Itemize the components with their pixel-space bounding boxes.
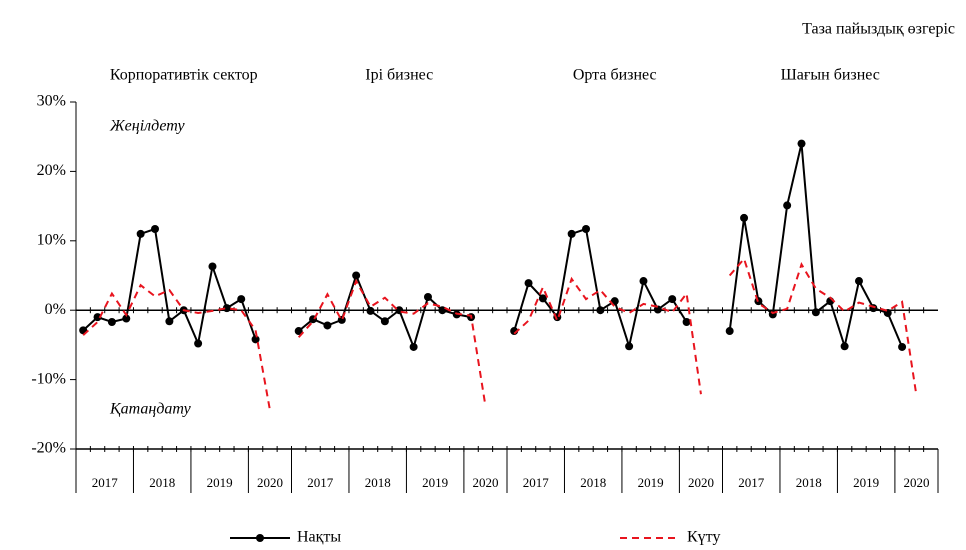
point bbox=[409, 342, 418, 351]
point bbox=[380, 317, 389, 326]
series-line bbox=[82, 227, 257, 347]
legend-label: Нақты bbox=[297, 529, 341, 546]
panel-title: Орта бизнес bbox=[573, 67, 657, 84]
x-tick-label: 2017 bbox=[92, 475, 119, 490]
point bbox=[208, 262, 217, 271]
x-tick-label: 2018 bbox=[149, 475, 175, 490]
x-tick-label: 2017 bbox=[523, 475, 550, 490]
legend-marker bbox=[256, 534, 264, 542]
series-line bbox=[728, 256, 918, 396]
point bbox=[783, 201, 792, 210]
point bbox=[136, 229, 145, 238]
x-tick-label: 2019 bbox=[207, 475, 233, 490]
x-tick-label: 2019 bbox=[638, 475, 664, 490]
x-tick-label: 2017 bbox=[307, 475, 334, 490]
x-tick-label: 2020 bbox=[903, 475, 929, 490]
series-line bbox=[513, 276, 702, 395]
point bbox=[840, 342, 849, 351]
x-tick-label: 2018 bbox=[580, 475, 606, 490]
series-line bbox=[513, 227, 688, 351]
point bbox=[898, 342, 907, 351]
x-tick-label: 2018 bbox=[365, 475, 391, 490]
point bbox=[625, 342, 634, 351]
point bbox=[294, 327, 303, 336]
point bbox=[122, 314, 131, 323]
series-line bbox=[297, 278, 487, 407]
x-tick-label: 2020 bbox=[257, 475, 283, 490]
x-tick-label: 2018 bbox=[796, 475, 822, 490]
chart-title: Таза пайыздық өзгеріс bbox=[802, 21, 955, 38]
series-line bbox=[82, 283, 271, 411]
x-tick-label: 2017 bbox=[738, 475, 765, 490]
point bbox=[567, 229, 576, 238]
point bbox=[237, 295, 246, 304]
y-tick-label: -20% bbox=[31, 440, 66, 457]
point bbox=[323, 321, 332, 330]
point bbox=[582, 225, 591, 234]
panel-title: Шағын бизнес bbox=[781, 67, 880, 84]
point bbox=[366, 306, 375, 315]
point bbox=[797, 139, 806, 148]
y-tick-label: 20% bbox=[37, 162, 66, 179]
y-tick-label: 0% bbox=[45, 301, 66, 318]
point bbox=[352, 271, 361, 280]
x-tick-label: 2019 bbox=[853, 475, 879, 490]
panel-title: Корпоративтік сектор bbox=[110, 67, 258, 84]
point bbox=[725, 327, 734, 336]
point bbox=[524, 279, 533, 288]
series-line bbox=[728, 143, 904, 351]
point bbox=[222, 304, 231, 313]
x-tick-label: 2020 bbox=[688, 475, 714, 490]
annotation: Жеңілдету bbox=[109, 118, 185, 135]
y-tick-label: 10% bbox=[37, 231, 66, 248]
point bbox=[251, 335, 260, 344]
point bbox=[682, 317, 691, 326]
legend-label: Күту bbox=[687, 529, 720, 546]
point bbox=[423, 293, 432, 302]
annotation: Қатаңдату bbox=[109, 401, 192, 418]
y-tick-label: 30% bbox=[37, 93, 66, 110]
point bbox=[194, 339, 203, 348]
point bbox=[668, 295, 677, 304]
point bbox=[93, 313, 102, 322]
panel-title: Ірі бизнес bbox=[365, 67, 433, 84]
point bbox=[596, 306, 605, 315]
x-tick-label: 2020 bbox=[472, 475, 498, 490]
point bbox=[165, 317, 174, 326]
point bbox=[854, 277, 863, 286]
point bbox=[538, 294, 547, 303]
y-tick-label: -10% bbox=[31, 370, 66, 387]
point bbox=[740, 213, 749, 222]
point bbox=[639, 277, 648, 286]
point bbox=[151, 225, 160, 234]
point bbox=[107, 317, 116, 326]
point bbox=[811, 308, 820, 317]
point bbox=[653, 305, 662, 314]
x-tick-label: 2019 bbox=[422, 475, 448, 490]
